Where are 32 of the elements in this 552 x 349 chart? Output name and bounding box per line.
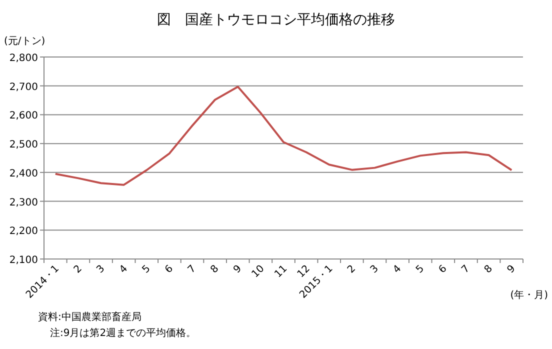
y-tick-label: 2,600 — [9, 110, 38, 122]
x-tick-label: 4 — [118, 263, 130, 276]
x-tick-label: 7 — [186, 263, 198, 276]
x-tick-label: 5 — [414, 263, 426, 276]
text: 資料:中国農業部畜産局 — [38, 311, 142, 323]
x-tick-label: 3 — [94, 263, 108, 276]
x-tick-label: 2 — [72, 263, 84, 276]
y-tick-label: 2,300 — [9, 197, 38, 208]
x-tick-label: 4 — [391, 263, 404, 276]
x-tick-label: 7 — [460, 263, 472, 276]
x-tick-label: 2 — [346, 263, 358, 276]
x-tick-label: 6 — [437, 263, 450, 276]
x-tick-label: 3 — [368, 263, 381, 276]
x-tick-label: 10 — [250, 263, 267, 280]
text: 注:9月は第2週までの平均価格。 — [50, 327, 196, 339]
y-tick-label: 2,500 — [9, 140, 38, 151]
y-tick-label: 2,400 — [9, 168, 38, 180]
x-tick-label: 9 — [232, 263, 244, 276]
x-tick-label: 6 — [163, 263, 176, 276]
y-tick-label: 2,200 — [9, 226, 38, 238]
x-tick-label: 8 — [482, 263, 495, 276]
x-tick-label: 5 — [140, 263, 153, 276]
chart-title: 図 国産トウモロコシ平均価格の推移 — [157, 12, 395, 28]
x-tick-label: 11 — [272, 263, 290, 280]
y-axis-title: (元/トン) — [4, 36, 46, 47]
x-tick-label: 9 — [505, 263, 518, 276]
y-tick-label: 2,800 — [9, 53, 38, 64]
x-tick-label: 8 — [208, 263, 222, 276]
y-tick-label: 2,100 — [9, 255, 38, 266]
y-tick-label: 2,700 — [9, 82, 38, 93]
x-axis-title: (年・月) — [510, 289, 548, 301]
line-series — [54, 86, 513, 186]
